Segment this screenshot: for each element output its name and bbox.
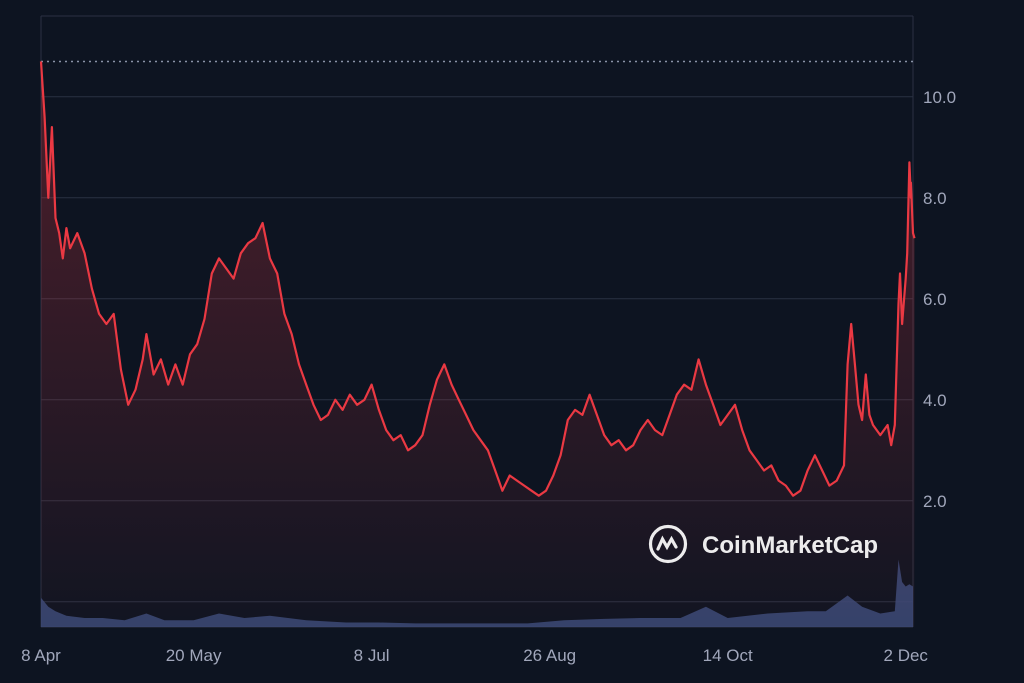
x-tick-label: 26 Aug <box>523 646 576 665</box>
x-tick-label: 8 Apr <box>21 646 61 665</box>
watermark-text: CoinMarketCap <box>702 532 878 559</box>
y-tick-label: 8.0 <box>923 189 947 208</box>
x-tick-label: 20 May <box>166 646 222 665</box>
y-tick-label: 2.0 <box>923 492 947 511</box>
y-tick-label: 6.0 <box>923 290 947 309</box>
x-tick-label: 8 Jul <box>354 646 390 665</box>
coinmarketcap-logo-icon <box>648 524 688 564</box>
y-axis-labels: 2.0 4.0 6.0 8.0 10.0 <box>923 88 956 511</box>
x-tick-label: 14 Oct <box>703 646 753 665</box>
price-area <box>41 61 915 627</box>
watermark: CoinMarketCap <box>648 524 878 564</box>
x-tick-label: 2 Dec <box>884 646 929 665</box>
price-line <box>39 61 916 497</box>
y-tick-label: 4.0 <box>923 391 947 410</box>
x-axis-labels: 8 Apr 20 May 8 Jul 26 Aug 14 Oct 2 Dec <box>21 646 928 665</box>
y-tick-label: 10.0 <box>923 88 956 107</box>
